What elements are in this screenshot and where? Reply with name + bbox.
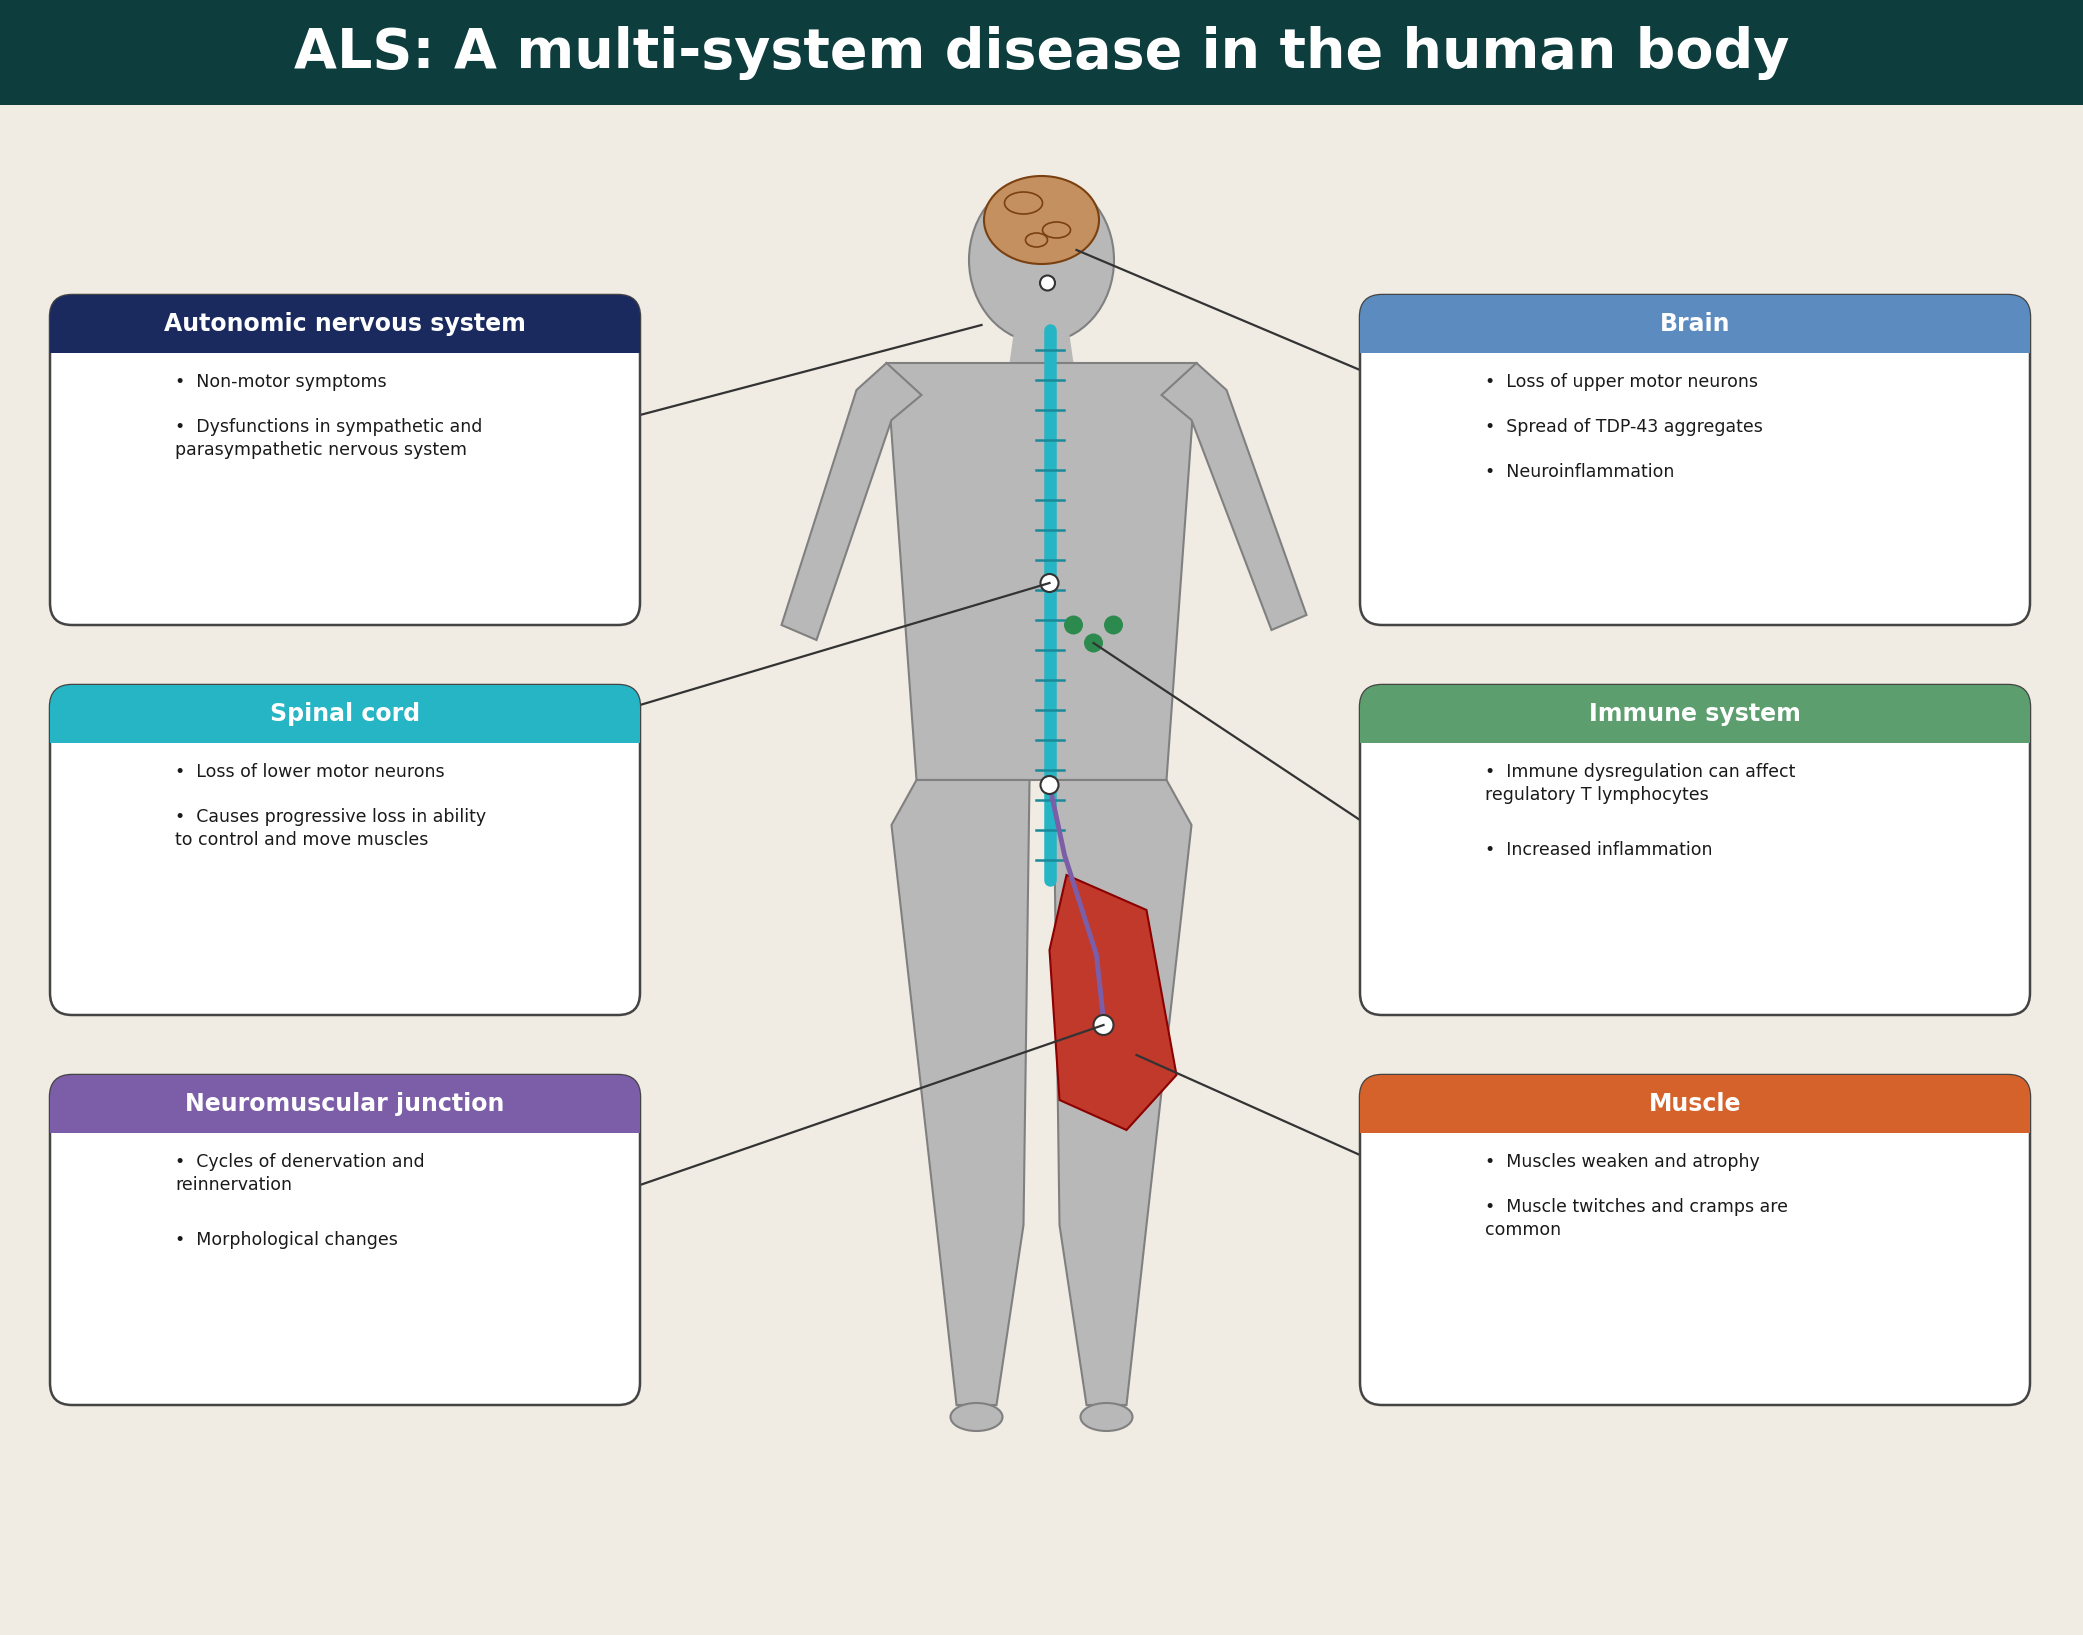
FancyBboxPatch shape xyxy=(1360,324,2031,353)
Circle shape xyxy=(1042,574,1058,592)
FancyBboxPatch shape xyxy=(1360,1074,2031,1133)
Polygon shape xyxy=(1050,875,1177,1130)
Polygon shape xyxy=(781,363,921,639)
FancyBboxPatch shape xyxy=(50,294,639,353)
Circle shape xyxy=(1094,1015,1114,1035)
Circle shape xyxy=(1083,633,1104,652)
Text: Brain: Brain xyxy=(1660,312,1731,337)
FancyBboxPatch shape xyxy=(1360,685,2031,1015)
FancyBboxPatch shape xyxy=(50,1074,639,1133)
Text: Neuromuscular junction: Neuromuscular junction xyxy=(185,1092,504,1117)
FancyBboxPatch shape xyxy=(1360,294,2031,353)
Ellipse shape xyxy=(1081,1403,1133,1431)
Polygon shape xyxy=(1010,335,1073,363)
Text: Autonomic nervous system: Autonomic nervous system xyxy=(165,312,525,337)
FancyBboxPatch shape xyxy=(50,685,639,1015)
Text: Immune system: Immune system xyxy=(1589,701,1802,726)
Text: •  Loss of lower motor neurons: • Loss of lower motor neurons xyxy=(175,764,444,782)
Text: •  Neuroinflammation: • Neuroinflammation xyxy=(1485,463,1675,481)
FancyBboxPatch shape xyxy=(1360,714,2031,742)
FancyBboxPatch shape xyxy=(50,685,639,742)
Polygon shape xyxy=(887,363,1196,780)
Text: •  Dysfunctions in sympathetic and
parasympathetic nervous system: • Dysfunctions in sympathetic and parasy… xyxy=(175,419,483,459)
Ellipse shape xyxy=(969,178,1114,342)
FancyBboxPatch shape xyxy=(50,1074,639,1404)
FancyBboxPatch shape xyxy=(50,1104,639,1133)
FancyBboxPatch shape xyxy=(50,714,639,742)
Ellipse shape xyxy=(983,177,1100,263)
Polygon shape xyxy=(1162,363,1306,629)
Text: •  Non-motor symptoms: • Non-motor symptoms xyxy=(175,373,387,391)
Text: •  Spread of TDP-43 aggregates: • Spread of TDP-43 aggregates xyxy=(1485,419,1762,437)
Circle shape xyxy=(1042,777,1058,795)
FancyBboxPatch shape xyxy=(50,324,639,353)
Text: •  Muscle twitches and cramps are
common: • Muscle twitches and cramps are common xyxy=(1485,1198,1787,1239)
Text: •  Immune dysregulation can affect
regulatory T lymphocytes: • Immune dysregulation can affect regula… xyxy=(1485,764,1796,804)
Circle shape xyxy=(1039,276,1054,291)
Text: •  Causes progressive loss in ability
to control and move muscles: • Causes progressive loss in ability to … xyxy=(175,808,485,849)
FancyBboxPatch shape xyxy=(1360,294,2031,625)
Text: •  Loss of upper motor neurons: • Loss of upper motor neurons xyxy=(1485,373,1758,391)
Polygon shape xyxy=(1054,780,1191,1404)
Text: ALS: A multi-system disease in the human body: ALS: A multi-system disease in the human… xyxy=(294,26,1789,80)
FancyBboxPatch shape xyxy=(1360,1074,2031,1404)
Text: •  Muscles weaken and atrophy: • Muscles weaken and atrophy xyxy=(1485,1153,1760,1171)
Text: Spinal cord: Spinal cord xyxy=(271,701,421,726)
Circle shape xyxy=(1104,615,1123,634)
FancyBboxPatch shape xyxy=(1360,685,2031,742)
FancyBboxPatch shape xyxy=(1360,1104,2031,1133)
FancyBboxPatch shape xyxy=(50,294,639,625)
FancyBboxPatch shape xyxy=(0,0,2083,105)
Text: •  Cycles of denervation and
reinnervation: • Cycles of denervation and reinnervatio… xyxy=(175,1153,425,1194)
Ellipse shape xyxy=(950,1403,1002,1431)
Polygon shape xyxy=(892,780,1029,1404)
Text: Muscle: Muscle xyxy=(1650,1092,1741,1117)
Text: •  Increased inflammation: • Increased inflammation xyxy=(1485,840,1712,858)
Circle shape xyxy=(1064,615,1083,634)
Text: •  Morphological changes: • Morphological changes xyxy=(175,1231,398,1249)
